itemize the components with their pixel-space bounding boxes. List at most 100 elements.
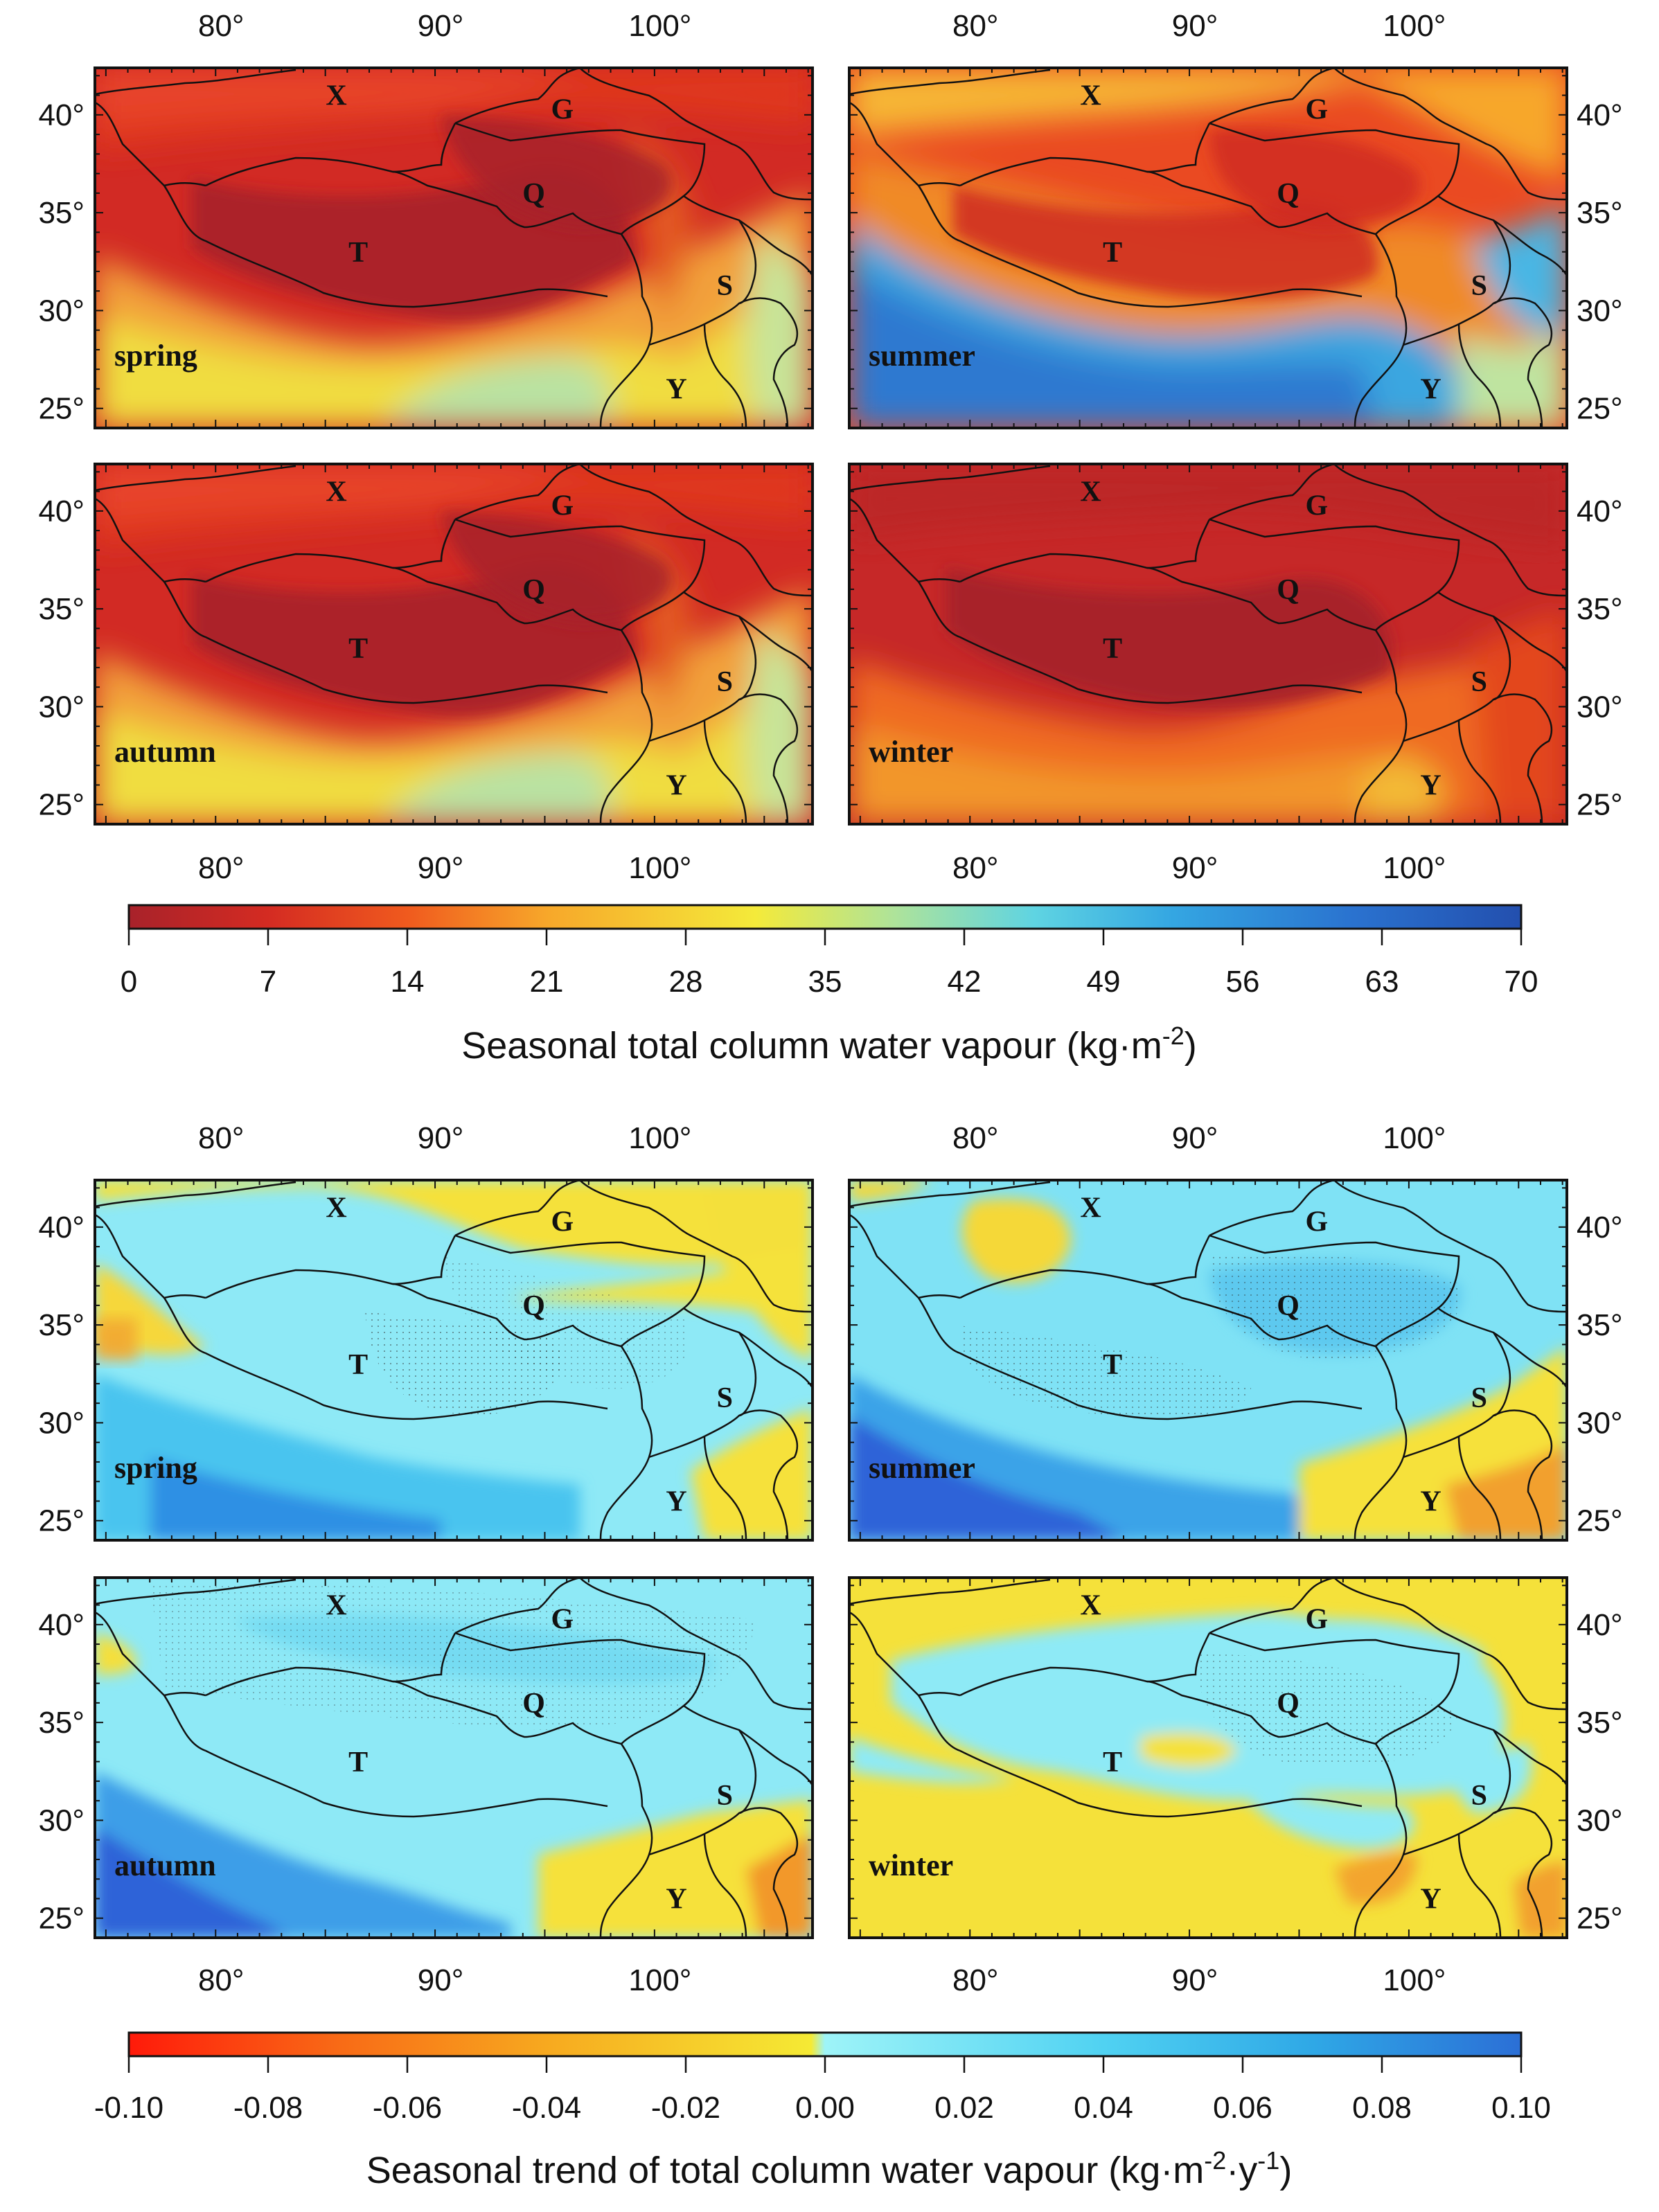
- colorbar-tick-label: 28: [669, 965, 703, 999]
- colorbar-tick-label: 35: [808, 965, 842, 999]
- lon-tick-label: 80°: [198, 1121, 245, 1155]
- lon-tick-label: 100°: [1383, 9, 1446, 43]
- colorbar-tick-label: 21: [530, 965, 564, 999]
- season-label-autumn: autumn: [114, 735, 216, 769]
- lon-tick-label: 90°: [418, 1121, 464, 1155]
- region-label-s: S: [717, 270, 733, 302]
- lat-tick-label: 30°: [1577, 690, 1623, 724]
- lon-tick-label: 80°: [952, 1963, 999, 1997]
- lat-tick-label: 30°: [38, 690, 85, 724]
- region-label-x: X: [326, 80, 346, 112]
- colorbar-gradient: [127, 904, 1523, 930]
- lat-tick-label: 40°: [38, 1211, 85, 1245]
- lat-tick-label: 40°: [1577, 1608, 1623, 1642]
- lon-tick-label: 80°: [198, 9, 245, 43]
- region-label-s: S: [717, 1780, 733, 1812]
- region-label-g: G: [1305, 1206, 1328, 1238]
- lon-tick-label: 80°: [952, 851, 999, 885]
- season-label-winter: winter: [869, 735, 953, 769]
- region-label-t: T: [348, 1349, 368, 1381]
- lon-tick-label: 100°: [1383, 851, 1446, 885]
- colorbar-tick-label: 42: [948, 965, 982, 999]
- region-label-s: S: [1471, 1780, 1487, 1812]
- lon-tick-label: 90°: [1172, 9, 1218, 43]
- lat-tick-label: 35°: [38, 1308, 85, 1342]
- region-label-t: T: [348, 237, 368, 269]
- lon-tick-label: 100°: [628, 1121, 691, 1155]
- region-label-q: Q: [522, 178, 545, 210]
- lat-tick-label: 35°: [1577, 196, 1623, 230]
- colorbar-tick-label: 0: [121, 965, 137, 999]
- region-label-x: X: [326, 1193, 346, 1224]
- season-label-winter: winter: [869, 1848, 953, 1882]
- colorbar-tick-label: -0.08: [233, 2091, 303, 2125]
- region-label-x: X: [1080, 1590, 1101, 1622]
- lat-tick-label: 40°: [38, 98, 85, 132]
- region-label-y: Y: [666, 1884, 686, 1916]
- region-label-x: X: [326, 1590, 346, 1622]
- colorbar-title: Seasonal trend of total column water vap…: [366, 2146, 1293, 2191]
- season-label-summer: summer: [869, 1451, 975, 1485]
- lon-tick-label: 90°: [418, 851, 464, 885]
- lat-tick-label: 30°: [1577, 1406, 1623, 1440]
- season-label-autumn: autumn: [114, 1848, 216, 1882]
- colorbar-tick-label: 14: [391, 965, 425, 999]
- season-label-summer: summer: [869, 339, 975, 373]
- region-label-g: G: [551, 1206, 574, 1238]
- region-label-s: S: [717, 1382, 733, 1414]
- colorbar-tick-label: 0.06: [1213, 2091, 1272, 2125]
- colorbar-gradient: [127, 2031, 1523, 2058]
- region-label-g: G: [1305, 490, 1328, 521]
- region-label-t: T: [1103, 1349, 1122, 1381]
- lon-tick-label: 90°: [1172, 851, 1218, 885]
- panel-frame: [848, 1179, 1568, 1542]
- colorbar-tick-label: 0.02: [934, 2091, 994, 2125]
- lat-tick-label: 25°: [1577, 1902, 1623, 1936]
- lat-tick-label: 25°: [1577, 1504, 1623, 1538]
- region-label-t: T: [1103, 1747, 1122, 1778]
- lat-tick-label: 25°: [38, 1504, 85, 1538]
- region-label-t: T: [348, 1747, 368, 1778]
- lon-tick-label: 90°: [1172, 1963, 1218, 1997]
- region-label-x: X: [1080, 80, 1101, 112]
- lat-tick-label: 40°: [1577, 494, 1623, 528]
- colorbar-tick-label: 70: [1505, 965, 1538, 999]
- region-label-s: S: [1471, 270, 1487, 302]
- region-label-x: X: [1080, 1193, 1101, 1224]
- lon-tick-label: 90°: [418, 9, 464, 43]
- panel-frame: [848, 463, 1568, 826]
- lat-tick-label: 35°: [38, 1706, 85, 1740]
- lon-tick-label: 100°: [628, 1963, 691, 1997]
- region-label-q: Q: [1277, 1290, 1299, 1322]
- region-label-q: Q: [522, 1290, 545, 1322]
- colorbar: 0 7 14 21 28 35 42 49 56 63 70 Seasonal total colum…: [121, 904, 1538, 1067]
- lat-tick-label: 35°: [1577, 1706, 1623, 1740]
- lat-tick-label: 40°: [38, 1608, 85, 1642]
- season-label-spring: spring: [114, 339, 197, 373]
- lon-tick-label: 90°: [1172, 1121, 1218, 1155]
- colorbar-tick-label: -0.10: [94, 2091, 163, 2125]
- panel-frame: [94, 66, 814, 429]
- colorbar-tick-label: -0.06: [373, 2091, 442, 2125]
- lat-tick-label: 40°: [1577, 1211, 1623, 1245]
- lon-tick-label: 100°: [1383, 1963, 1446, 1997]
- lat-tick-label: 35°: [38, 592, 85, 626]
- region-label-x: X: [326, 476, 346, 508]
- panel-frame: [94, 1179, 814, 1542]
- region-label-s: S: [717, 666, 733, 698]
- region-label-t: T: [1103, 237, 1122, 269]
- region-label-q: Q: [1277, 1688, 1299, 1720]
- lat-tick-label: 25°: [1577, 392, 1623, 426]
- region-label-q: Q: [1277, 178, 1299, 210]
- panel-frame: [94, 1576, 814, 1939]
- lat-tick-label: 40°: [38, 494, 85, 528]
- lat-tick-label: 25°: [1577, 788, 1623, 822]
- lat-tick-label: 35°: [38, 196, 85, 230]
- lat-tick-label: 25°: [38, 1902, 85, 1936]
